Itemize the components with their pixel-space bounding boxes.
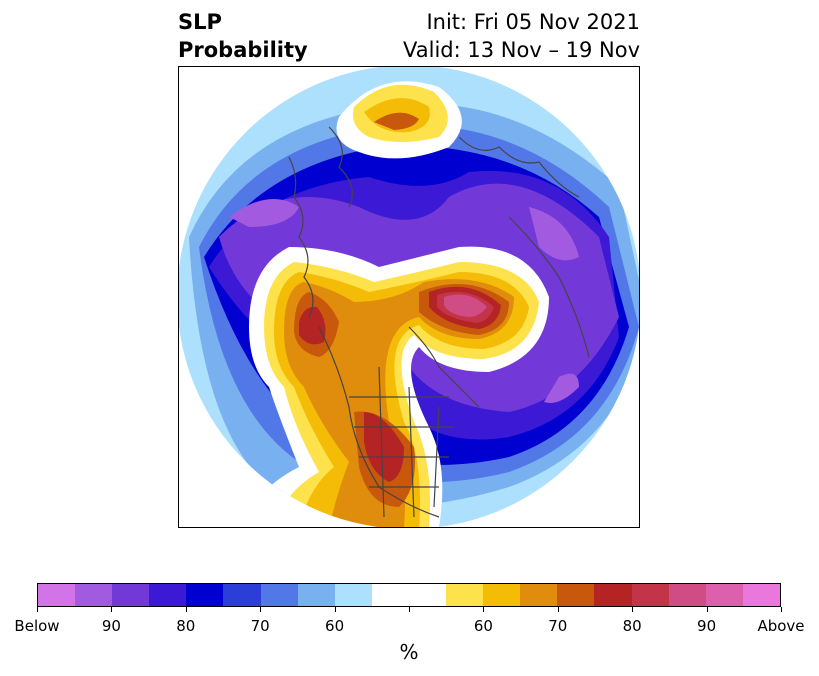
title-variable: SLP [178, 10, 222, 34]
colorbar-segment [371, 584, 409, 606]
colorbar-tick-label: 90 [697, 617, 717, 635]
colorbar-segment [260, 584, 298, 606]
valid-range: Valid: 13 Nov – 19 Nov [403, 38, 640, 62]
colorbar-tick-label: 80 [622, 617, 642, 635]
colorbar-segment [186, 584, 224, 606]
colorbar [37, 583, 781, 607]
init-date: Init: Fri 05 Nov 2021 [426, 10, 640, 34]
coastlines [288, 126, 590, 518]
colorbar-segment [297, 584, 335, 606]
colorbar-segment [668, 584, 706, 606]
colorbar-tick [632, 607, 634, 612]
colorbar-tick-label: Above [757, 617, 805, 635]
colorbar-tick-label: 70 [548, 617, 568, 635]
colorbar-tick-label: 90 [101, 617, 121, 635]
colorbar-tick [37, 607, 38, 612]
probability-field [179, 67, 639, 527]
colorbar-segment [705, 584, 743, 606]
map-panel [178, 66, 640, 528]
colorbar-tick-label: 80 [176, 617, 196, 635]
colorbar-segment [75, 584, 113, 606]
colorbar-segment [631, 584, 669, 606]
colorbar-segment [334, 584, 372, 606]
colorbar-tick [409, 607, 410, 612]
chart-dates: Init: Fri 05 Nov 2021 Valid: 13 Nov – 19… [403, 8, 640, 64]
colorbar-tick [111, 607, 113, 612]
colorbar-segment [446, 584, 484, 606]
probability-map [179, 67, 639, 527]
colorbar-segment [112, 584, 150, 606]
colorbar-segment [742, 584, 780, 606]
title-quantity: Probability [178, 38, 308, 62]
colorbar-tick-label: 70 [250, 617, 270, 635]
colorbar-tick-label: Below [14, 617, 60, 635]
colorbar-segment [483, 584, 521, 606]
colorbar-tick-label: 60 [473, 617, 493, 635]
colorbar-tick [260, 607, 262, 612]
colorbar-segment [223, 584, 261, 606]
colorbar-tick [483, 607, 485, 612]
colorbar-segment [594, 584, 632, 606]
colorbar-segment [520, 584, 558, 606]
colorbar-segment [408, 584, 447, 606]
colorbar-segment [38, 584, 76, 606]
colorbar-unit: % [399, 640, 419, 664]
colorbar-tick [185, 607, 187, 612]
colorbar-tick [781, 607, 782, 612]
colorbar-segment [557, 584, 595, 606]
colorbar-tick [334, 607, 336, 612]
colorbar-tick [557, 607, 559, 612]
colorbar-segment [149, 584, 187, 606]
chart-title: SLP Probability [178, 8, 308, 64]
colorbar-tick-label: 60 [325, 617, 345, 635]
colorbar-tick [706, 607, 708, 612]
